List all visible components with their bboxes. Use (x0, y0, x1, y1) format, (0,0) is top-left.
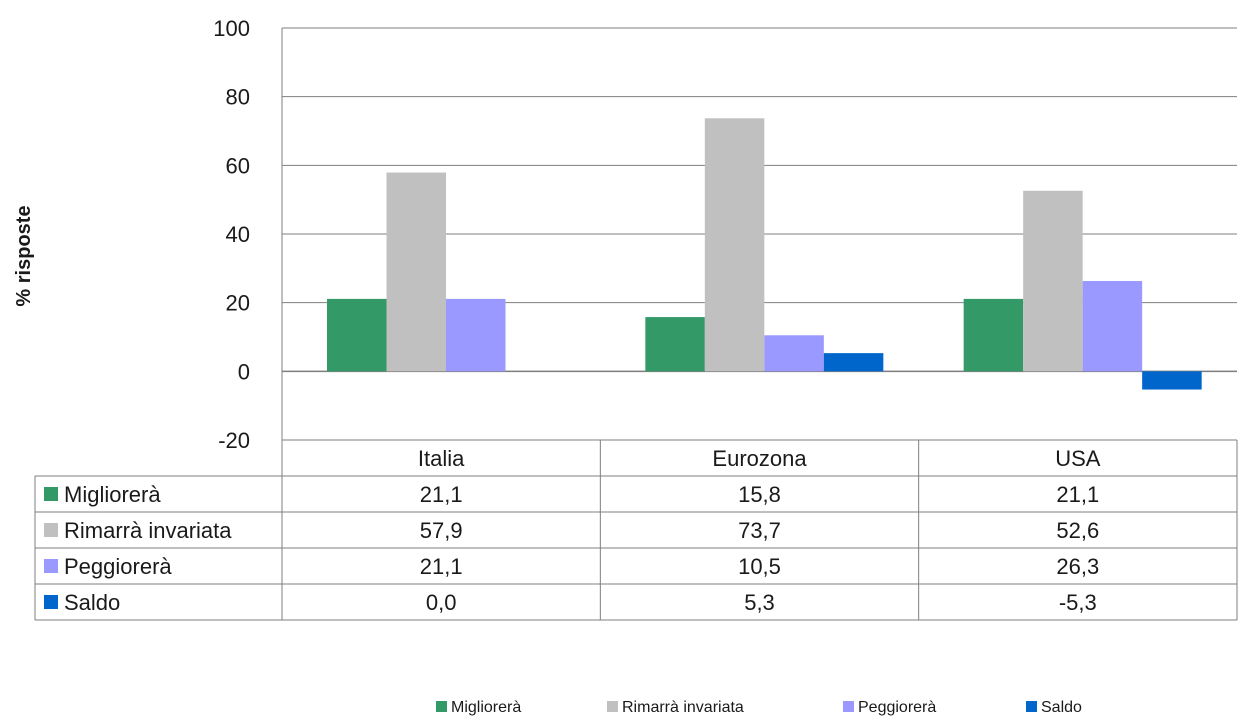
bar (963, 298, 1024, 372)
y-tick-label: -20 (218, 428, 250, 453)
legend-label: Rimarrà invariata (622, 699, 744, 716)
table-cell: 10,5 (738, 554, 781, 579)
table-cell: -5,3 (1059, 590, 1097, 615)
legend-label: Migliorerà (451, 699, 521, 716)
legend-swatch (44, 595, 58, 609)
y-tick-label: 100 (213, 16, 250, 41)
table-row-label: Saldo (64, 590, 120, 615)
category-label: USA (1055, 446, 1101, 471)
table-row-label: Peggiorerà (64, 554, 172, 579)
legend-swatch (1026, 701, 1037, 712)
table-row-label: Migliorerà (64, 482, 161, 507)
legend-swatch (436, 701, 447, 712)
bar (327, 298, 387, 372)
bar (446, 298, 506, 372)
table-cell: 21,1 (420, 554, 463, 579)
table-cell: 15,8 (738, 482, 781, 507)
bar (645, 317, 705, 372)
bar (704, 118, 765, 372)
legend-swatch (44, 523, 58, 537)
legend-swatch (843, 701, 854, 712)
bar (1023, 190, 1083, 372)
table-cell: 21,1 (420, 482, 463, 507)
category-label: Italia (418, 446, 465, 471)
y-axis-label: % risposte (13, 205, 35, 306)
legend-label: Peggiorerà (858, 699, 936, 716)
bar (1082, 281, 1143, 372)
table-cell: 73,7 (738, 518, 781, 543)
bar (386, 172, 446, 372)
table-cell: 0,0 (426, 590, 457, 615)
y-tick-label: 20 (226, 291, 250, 316)
bar (823, 353, 884, 372)
table-row-label: Rimarrà invariata (64, 518, 232, 543)
table-cell: 26,3 (1056, 554, 1099, 579)
legend-swatch (607, 701, 618, 712)
y-tick-label: 40 (226, 222, 250, 247)
y-tick-label: 0 (238, 359, 250, 384)
legend-swatch (44, 559, 58, 573)
table-cell: 5,3 (744, 590, 775, 615)
table-cell: 57,9 (420, 518, 463, 543)
bar (764, 335, 824, 372)
y-tick-label: 80 (226, 85, 250, 110)
table-cell: 21,1 (1056, 482, 1099, 507)
table-cell: 52,6 (1056, 518, 1099, 543)
y-tick-label: 60 (226, 153, 250, 178)
legend-swatch (44, 487, 58, 501)
category-label: Eurozona (712, 446, 807, 471)
bar (1142, 371, 1202, 390)
legend-label: Saldo (1041, 699, 1082, 716)
